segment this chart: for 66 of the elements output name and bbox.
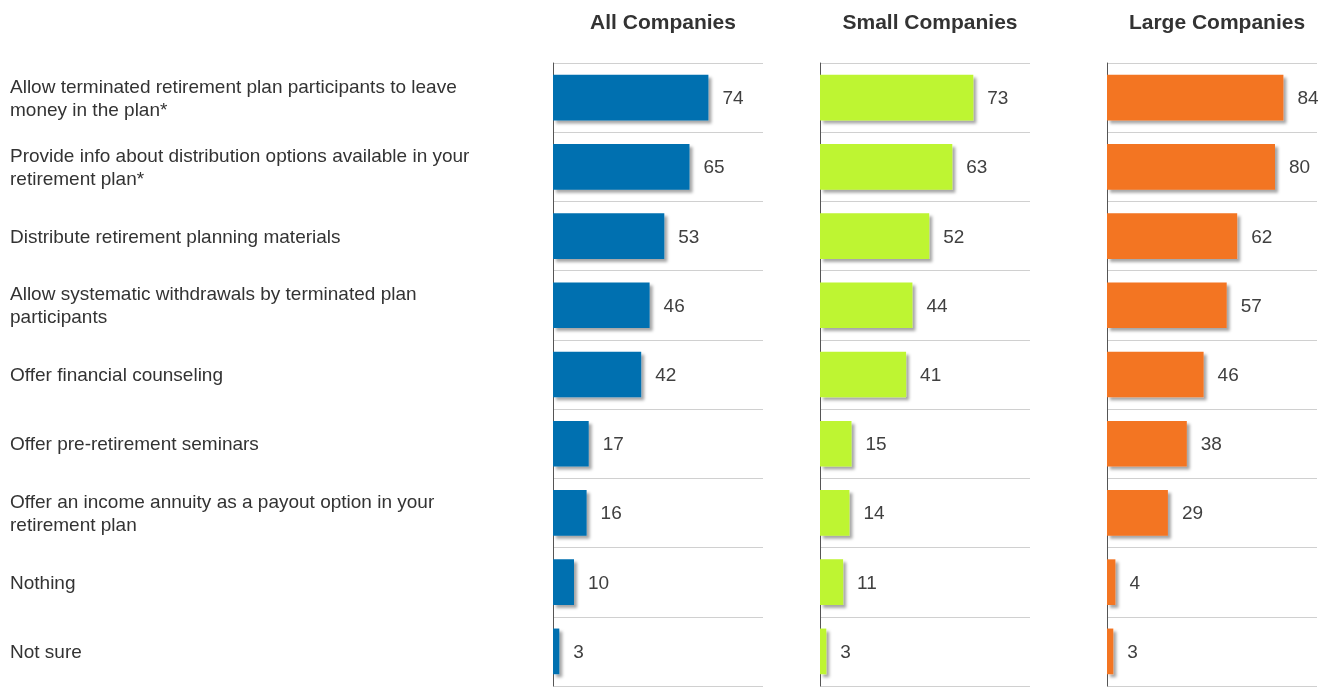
bar: [1107, 351, 1204, 398]
bar: [820, 490, 850, 536]
bar: [820, 559, 844, 606]
data-label: 57: [1240, 294, 1262, 316]
bar: [553, 143, 690, 190]
bar: [553, 351, 642, 398]
data-label: 44: [926, 294, 948, 316]
data-label: 11: [857, 571, 877, 593]
data-label: 46: [663, 294, 685, 316]
data-label: 38: [1200, 433, 1222, 455]
bar: [820, 282, 913, 329]
data-label: 53: [678, 225, 700, 247]
bar: [553, 490, 587, 536]
data-label: 17: [602, 433, 624, 455]
data-label: 3: [840, 640, 851, 662]
y-tick-label: Allow systematic withdrawals by terminated plan participants: [10, 283, 422, 328]
bar: [1107, 143, 1275, 190]
bar: [820, 143, 953, 190]
bar: [820, 628, 827, 675]
data-label: 73: [987, 87, 1009, 109]
bar: [553, 213, 665, 259]
data-label: 29: [1181, 502, 1204, 524]
data-label: 3: [573, 640, 584, 662]
y-tick-label: Offer pre-retirement seminars: [10, 433, 259, 455]
data-label: 16: [600, 502, 622, 524]
y-tick-label: Provide info about distribution options available in your retirement plan*: [10, 144, 475, 189]
bar: [1107, 628, 1114, 675]
bar: [820, 351, 907, 398]
data-label: 80: [1289, 156, 1311, 178]
bar: [1107, 559, 1116, 606]
data-label: 3: [1127, 640, 1138, 662]
bar: [1107, 282, 1227, 329]
bar: [553, 282, 650, 329]
chart-title: All Companies: [590, 10, 736, 33]
y-tick-label: Distribute retirement planning materials: [10, 225, 341, 247]
chart-title: Large Companies: [1128, 10, 1306, 33]
y-tick-label: Nothing: [10, 571, 76, 593]
data-label: 15: [865, 433, 887, 455]
chart-title: Small Companies: [842, 10, 1018, 33]
bar: [820, 74, 974, 121]
y-tick-label: Offer an income annuity as a payout option in your retirement plan: [10, 490, 440, 535]
y-tick-label: Allow terminated retirement plan participants to leave money in the plan*: [10, 75, 463, 120]
bar: [820, 213, 930, 259]
bar: [553, 559, 574, 606]
data-label: 41: [920, 364, 942, 385]
bar: [820, 420, 852, 467]
bar: [1107, 490, 1168, 536]
data-label: 62: [1251, 225, 1273, 247]
data-label: 42: [655, 364, 677, 385]
data-label: 4: [1129, 571, 1141, 593]
bar: [553, 74, 709, 121]
data-label: 46: [1217, 364, 1239, 385]
data-label: 63: [966, 156, 988, 178]
y-tick-label: Not sure: [10, 640, 82, 662]
data-label: 10: [588, 571, 610, 593]
data-label: 52: [943, 225, 965, 247]
data-label: 74: [722, 87, 744, 109]
bar: [1107, 74, 1284, 121]
data-label: 65: [703, 156, 725, 178]
bar: [553, 420, 589, 467]
data-label: 14: [863, 502, 885, 524]
bar: [1107, 213, 1238, 259]
y-tick-label: Offer financial counseling: [10, 364, 223, 385]
data-label: 84: [1297, 87, 1319, 109]
bar: [1107, 420, 1187, 467]
bar: [553, 628, 560, 675]
